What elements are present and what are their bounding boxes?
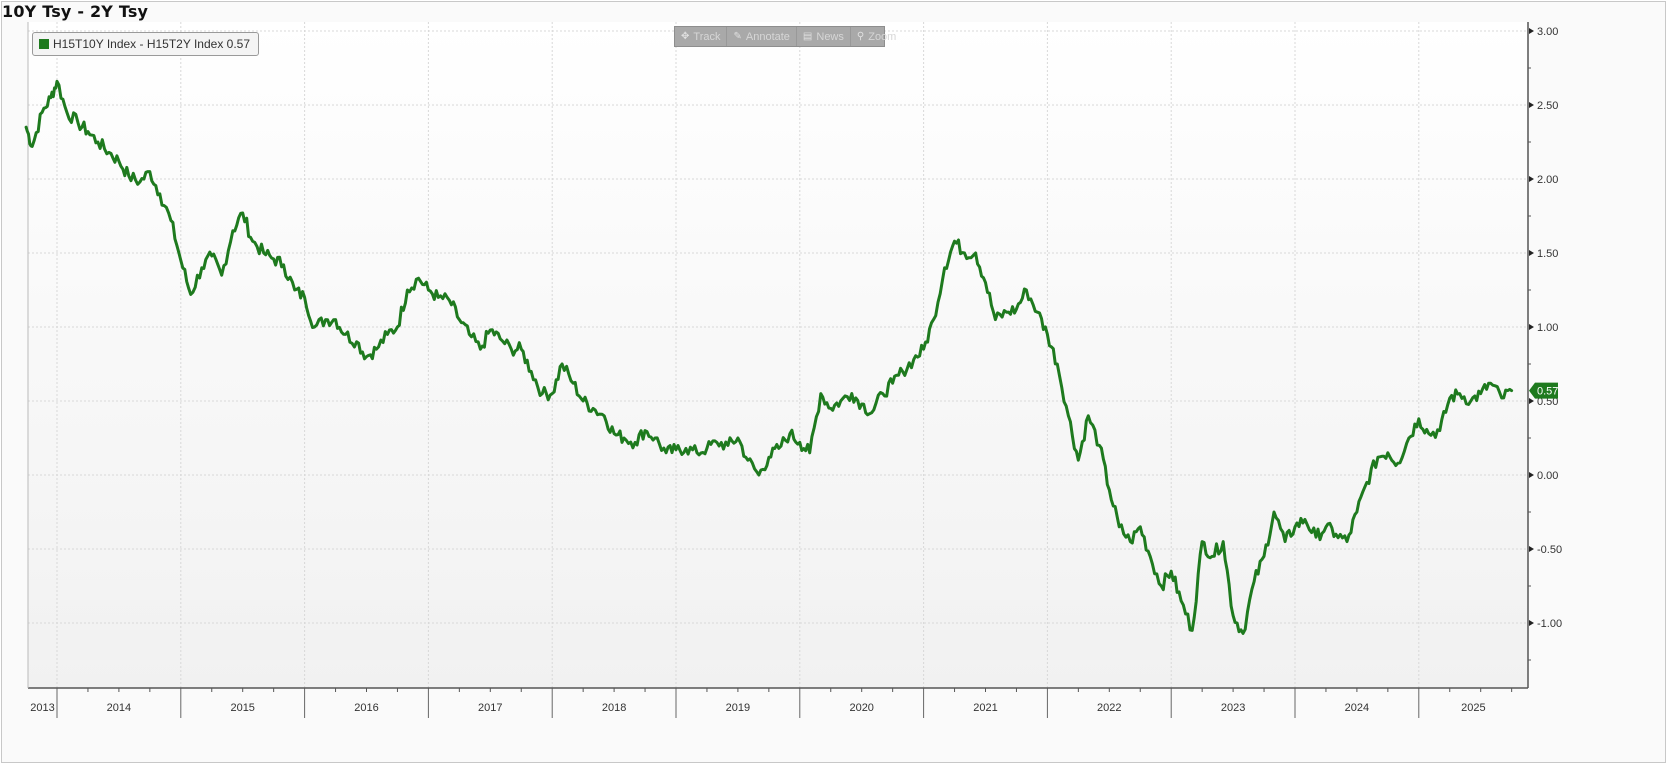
last-value-badge-shape [1529, 382, 1558, 399]
svg-text:3.00: 3.00 [1537, 26, 1558, 38]
news-label: News [816, 30, 844, 43]
svg-text:2022: 2022 [1097, 702, 1121, 714]
svg-text:1.00: 1.00 [1537, 322, 1558, 334]
pencil-icon: ✎ [733, 31, 742, 42]
svg-text:2017: 2017 [478, 702, 502, 714]
svg-text:-1.00: -1.00 [1537, 618, 1562, 630]
svg-text:0.50: 0.50 [1537, 396, 1558, 408]
svg-text:1.50: 1.50 [1537, 248, 1558, 260]
svg-text:2023: 2023 [1221, 702, 1245, 714]
legend-swatch-icon [39, 39, 49, 49]
svg-text:0.00: 0.00 [1537, 470, 1558, 482]
x-axis-ticks: 2013 2014 2015 2016 2017 2018 2019 2020 2021 2022… [30, 688, 1513, 714]
crosshair-icon: ✥ [681, 31, 690, 42]
svg-text:2021: 2021 [973, 702, 997, 714]
magnifier-icon: ⚲ [856, 31, 865, 42]
svg-text:2016: 2016 [354, 702, 378, 714]
svg-text:2013: 2013 [30, 702, 54, 714]
chart-title: 10Y Tsy - 2Y Tsy [2, 2, 149, 21]
zoom-button[interactable]: ⚲ Zoom [851, 27, 902, 46]
svg-text:2024: 2024 [1345, 702, 1369, 714]
svg-text:2020: 2020 [849, 702, 873, 714]
y-axis-ticks: 3.00 2.50 2.00 1.50 1.00 0.50 0.00 -0.50 -1.00 [1528, 26, 1562, 661]
zoom-label: Zoom [868, 30, 897, 43]
last-value-badge: 0.57 [1529, 382, 1558, 399]
svg-text:2018: 2018 [602, 702, 626, 714]
svg-text:2.50: 2.50 [1537, 100, 1558, 112]
svg-text:2019: 2019 [726, 702, 750, 714]
annotate-label: Annotate [745, 30, 790, 43]
gridlines [28, 22, 1528, 688]
svg-text:2015: 2015 [230, 702, 254, 714]
svg-text:2014: 2014 [107, 702, 131, 714]
chart-toolbar: ✥ Track ✎ Annotate ▤ News ⚲ Zoom [674, 26, 896, 47]
legend-label: H15T10Y Index - H15T2Y Index 0.57 [53, 37, 251, 51]
svg-text:-0.50: -0.50 [1537, 544, 1562, 556]
series-line-10y-2y-spread[interactable] [24, 79, 1514, 635]
news-button[interactable]: ▤ News [797, 27, 851, 46]
svg-text:2.00: 2.00 [1537, 174, 1558, 186]
track-button[interactable]: ✥ Track [675, 27, 728, 46]
news-icon: ▤ [802, 31, 813, 42]
x-axis-year-dividers [56, 688, 1420, 718]
legend[interactable]: H15T10Y Index - H15T2Y Index 0.57 [32, 32, 260, 56]
svg-text:2025: 2025 [1461, 702, 1485, 714]
last-value-badge-text: 0.57 [1537, 386, 1558, 398]
track-label: Track [693, 30, 721, 43]
annotate-button[interactable]: ✎ Annotate [727, 27, 797, 46]
plot-area [28, 22, 1528, 688]
